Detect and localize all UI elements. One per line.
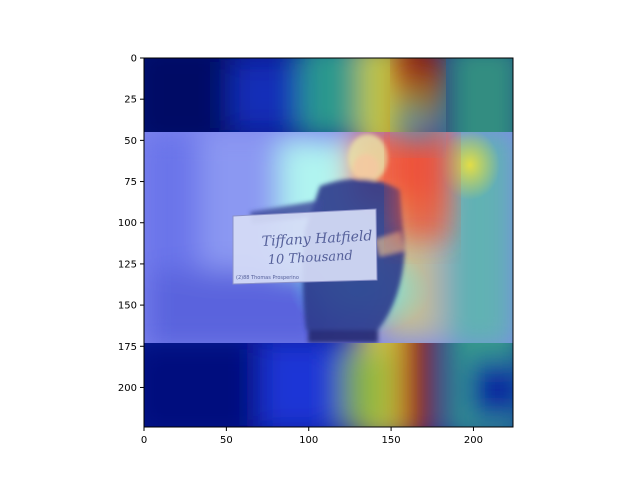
cheque-footer: (2)88 Thomas Prosperino: [236, 275, 299, 281]
cheque-card: Tiffany Hatfield 10 Thousand (2)88 Thoma…: [232, 208, 378, 285]
y-tick-label: 175: [118, 342, 137, 353]
y-tick-label: 125: [118, 259, 137, 270]
cheque-payee: Tiffany Hatfield: [261, 228, 372, 250]
y-tick-label: 0: [131, 54, 137, 65]
x-axis: 0 50 100 150 200: [141, 427, 483, 446]
y-tick-label: 25: [124, 95, 137, 106]
y-axis: 0 25 50 75 100 125 150 175 200: [118, 54, 144, 394]
y-tick-label: 50: [124, 136, 137, 147]
y-tick-label: 150: [118, 301, 137, 312]
x-tick-label: 200: [464, 435, 483, 446]
cheque-amount: 10 Thousand: [267, 249, 353, 268]
y-tick-label: 100: [118, 218, 137, 229]
x-tick-label: 0: [141, 435, 147, 446]
x-tick-label: 100: [299, 435, 318, 446]
axes-frame: [143, 57, 514, 428]
y-tick-label: 200: [118, 383, 137, 394]
overlay-image-band: Tiffany Hatfield 10 Thousand (2)88 Thoma…: [144, 132, 513, 343]
x-tick-label: 150: [382, 435, 401, 446]
y-tick-label: 75: [124, 177, 137, 188]
x-tick-label: 50: [220, 435, 233, 446]
